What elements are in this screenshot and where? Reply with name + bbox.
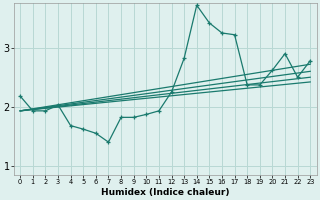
X-axis label: Humidex (Indice chaleur): Humidex (Indice chaleur)	[101, 188, 229, 197]
